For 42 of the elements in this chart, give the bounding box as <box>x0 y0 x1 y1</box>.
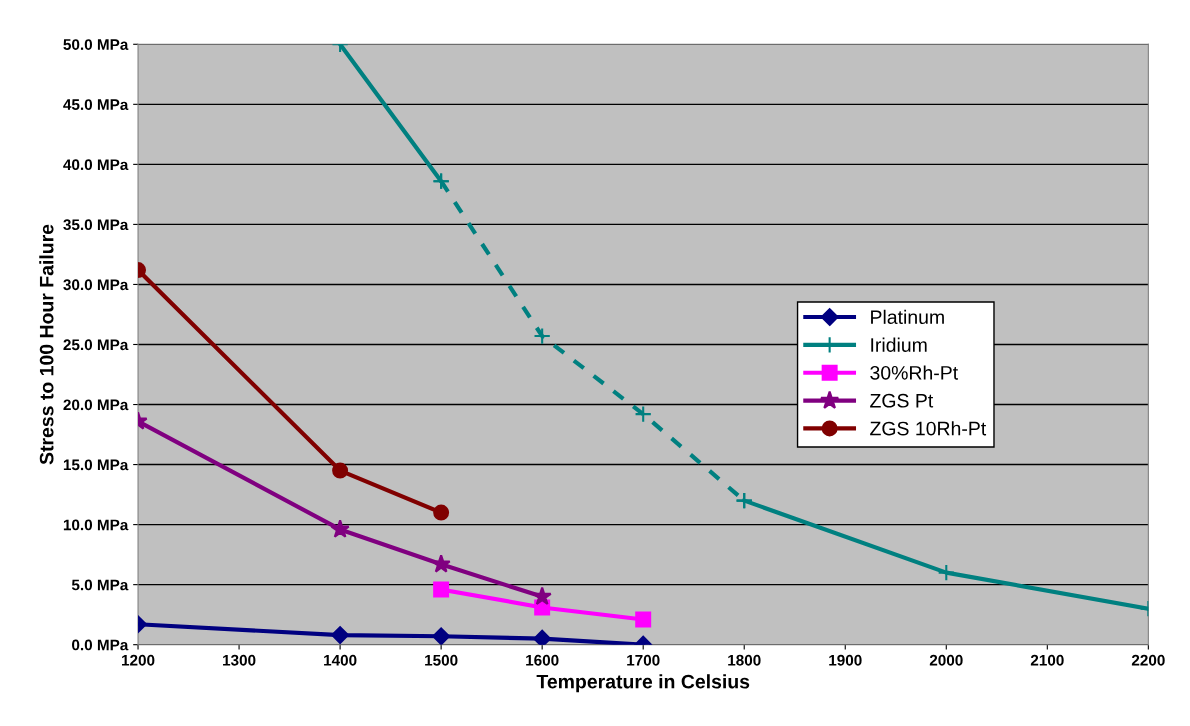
y-tick-label: 10.0 MPa <box>63 519 129 531</box>
y-tick-label: 5.0 MPa <box>71 579 129 591</box>
legend-label: ZGS Pt <box>870 393 934 408</box>
x-tick-label: 1300 <box>223 654 256 666</box>
legend-label: ZGS 10Rh-Pt <box>870 421 987 436</box>
y-tick-label: 30.0 MPa <box>63 279 129 291</box>
x-tick-label: 1200 <box>122 654 155 666</box>
y-tick-label: 45.0 MPa <box>63 99 129 111</box>
x-tick-label: 1700 <box>627 654 660 666</box>
y-tick-label: 0.0 MPa <box>72 639 129 651</box>
legend-label: Platinum <box>871 309 944 325</box>
point <box>431 554 451 573</box>
point <box>332 462 349 479</box>
point <box>433 581 450 598</box>
point <box>433 504 450 521</box>
point <box>331 626 349 644</box>
x-tick-label: 1500 <box>425 654 458 666</box>
point <box>937 563 955 582</box>
point <box>634 405 652 423</box>
x-tick-label: 1600 <box>526 654 559 666</box>
y-tick-label: 35.0 MPa <box>63 219 129 231</box>
y-tick-label: 40.0 MPa <box>63 159 129 171</box>
x-tick-label: 1400 <box>324 654 357 666</box>
point <box>533 327 551 345</box>
point <box>432 627 451 645</box>
point <box>532 586 552 605</box>
y-tick-label: 15.0 MPa <box>63 459 129 471</box>
x-tick-label: 1900 <box>829 654 862 666</box>
legend-label: Iridium <box>871 337 927 352</box>
point <box>635 611 652 628</box>
x-tick-label: 1800 <box>728 654 761 666</box>
x-tick-label: 2100 <box>1030 654 1064 666</box>
legend-label: 30%Rh-Pt <box>870 365 958 380</box>
point <box>330 519 350 538</box>
x-tick-label: 2000 <box>929 654 963 666</box>
point <box>533 629 552 645</box>
y-tick-label: 25.0 MPa <box>63 339 129 351</box>
y-axis-title: Stress to 100 Hour Failure <box>39 224 54 465</box>
y-tick-label: 50.0 MPa <box>63 39 129 50</box>
x-axis-title: Temperature in Celsius <box>536 674 750 693</box>
y-tick-label: 20.0 MPa <box>63 399 129 411</box>
x-tick-label: 2200 <box>1131 654 1165 666</box>
